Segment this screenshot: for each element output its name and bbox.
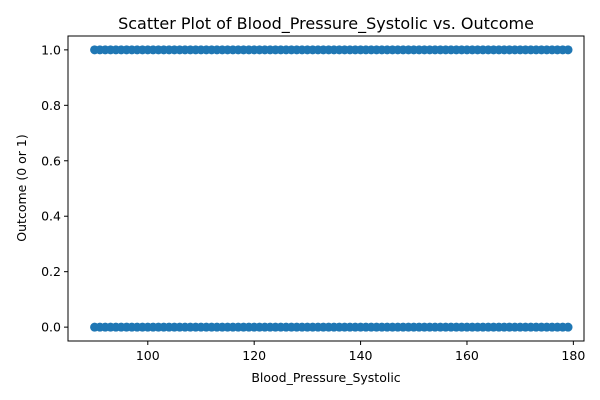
x-axis-ticks: 100 120 140 160 180 (136, 341, 585, 363)
plot-frame (67, 35, 585, 342)
y-tick-label: 0.2 (41, 264, 61, 279)
y-axis-ticks: 0.0 0.2 0.4 0.6 0.8 1.0 (41, 42, 68, 335)
x-tick-label: 140 (349, 348, 373, 363)
y-tick-label: 1.0 (41, 42, 61, 57)
y-tick-label: 0.8 (41, 98, 61, 113)
y-tick-label: 0.0 (41, 320, 61, 335)
data-point (563, 45, 573, 55)
y-tick-label: 0.6 (41, 153, 61, 168)
x-tick-label: 120 (242, 348, 266, 363)
y-tick-label: 0.4 (41, 209, 61, 224)
chart-title: Scatter Plot of Blood_Pressure_Systolic … (118, 14, 534, 34)
x-tick-label: 180 (561, 348, 585, 363)
data-point (563, 322, 573, 332)
x-tick-label: 100 (136, 348, 160, 363)
data-points (90, 45, 573, 332)
y-axis-label: Outcome (0 or 1) (14, 134, 29, 241)
x-tick-label: 160 (455, 348, 479, 363)
x-axis-label: Blood_Pressure_Systolic (251, 370, 400, 385)
